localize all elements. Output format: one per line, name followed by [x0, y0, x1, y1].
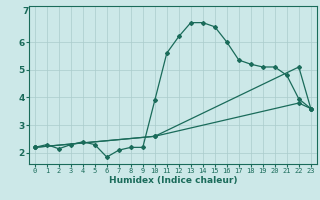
Text: 7: 7: [22, 7, 29, 16]
X-axis label: Humidex (Indice chaleur): Humidex (Indice chaleur): [108, 176, 237, 185]
